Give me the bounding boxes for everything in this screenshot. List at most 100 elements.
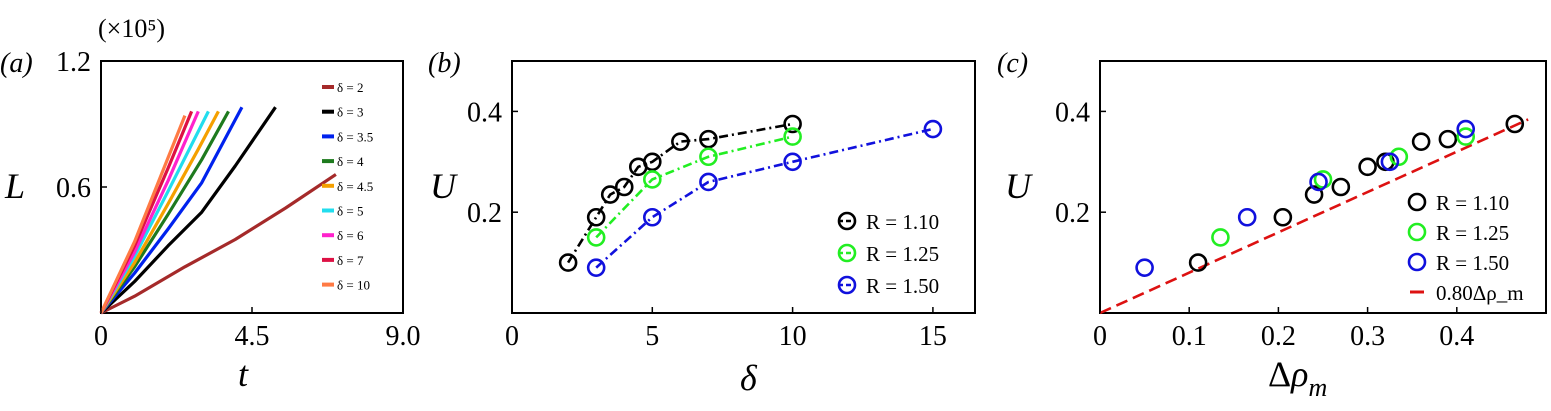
panel-c-point-0-3 — [1331, 177, 1351, 197]
panel-c-point-0-4 — [1358, 157, 1377, 177]
panel-b-series-line-1 — [595, 135, 793, 239]
panel-a-legend-label-8: δ = 10 — [337, 278, 370, 293]
panel-c-point-0-6 — [1411, 132, 1431, 151]
panel-a-label: (a) — [0, 48, 33, 79]
panel-b-legend-label-0: R = 1.10 — [866, 210, 939, 234]
panel-c-ylabel: U — [1005, 166, 1033, 206]
panel-b-point-0-8 — [783, 114, 802, 134]
panel-c-series-group — [1099, 114, 1529, 315]
panel-b-point-0-7 — [699, 129, 718, 149]
panel-c-point-0-8 — [1505, 114, 1525, 134]
panel-c-ytick-label: 0.2 — [1055, 198, 1090, 229]
panel-a-legend-label-1: δ = 3 — [337, 105, 363, 120]
panel-c-xtick-label: 0.2 — [1261, 321, 1296, 352]
panel-c-xtick-label: 0 — [1093, 321, 1107, 352]
panel-c-legend-marker-0 — [1407, 192, 1427, 212]
panel-c-point-0-0 — [1188, 253, 1208, 272]
panel-b-point-2-2 — [699, 172, 718, 192]
panel-c-point-2-1 — [1237, 207, 1257, 227]
panel-a-legend-label-4: δ = 4.5 — [337, 179, 373, 194]
panel-b-legend-label-2: R = 1.50 — [866, 274, 939, 298]
panel-c-xlabel-delta: Δ — [1268, 354, 1291, 394]
panel-b-point-0-5 — [643, 152, 662, 172]
panel-c: (c) 0 0.1 0.2 0.3 0.40.20.4 U Δρm R = 1.10R … — [997, 48, 1547, 402]
panel-a-legend-label-7: δ = 7 — [337, 253, 364, 268]
panel-b-point-1-3 — [783, 127, 802, 146]
panel-b-xtick-label: 15 — [919, 321, 947, 352]
panel-c-xlabel: Δρm — [1268, 354, 1327, 402]
panel-c-xlabel-sub: m — [1308, 373, 1327, 402]
panel-a-legend-label-3: δ = 4 — [337, 154, 364, 169]
panel-a: (a) (×10⁵) 0 4.5 9.00.61.2 L t δ = 2δ = 3δ… — [0, 14, 421, 394]
panel-c-legend: R = 1.10 R = 1.25 R = 1.50 0.80Δρ_m — [1407, 191, 1524, 305]
panel-a-ytick-label: 1.2 — [56, 47, 91, 78]
panel-a-legend-label-5: δ = 5 — [337, 204, 363, 219]
panel-c-ytick-label: 0.4 — [1055, 97, 1090, 128]
panel-a-xlabel: t — [238, 354, 249, 394]
panel-a-ticks: 0 4.5 9.0 0.6 1.2 — [56, 47, 421, 352]
panel-b-xtick-label: 5 — [645, 321, 659, 352]
panel-b-point-0-2 — [600, 185, 620, 204]
panel-a-series-line-4 — [99, 110, 220, 314]
panel-b-point-2-0 — [586, 258, 606, 277]
panel-c-legend-label-0: R = 1.10 — [1436, 191, 1509, 215]
panel-c-point-1-0 — [1211, 228, 1230, 247]
panel-c-ticks: 0 0.1 0.2 0.3 0.4 0.2 0.4 — [1055, 97, 1474, 352]
panel-c-point-2-0 — [1135, 258, 1154, 277]
panel-c-xtick-label: 0.3 — [1350, 321, 1385, 352]
panel-c-point-1-3 — [1456, 127, 1476, 146]
panel-c-frame — [1099, 60, 1547, 314]
panel-b-point-1-1 — [643, 170, 662, 189]
panel-b-point-2-1 — [643, 207, 662, 227]
panel-a-series-line-1 — [99, 106, 277, 315]
panel-c-label: (c) — [997, 48, 1028, 79]
panel-c-point-1-2 — [1389, 147, 1409, 167]
panel-c-legend-label-2: R = 1.50 — [1436, 251, 1509, 275]
panel-b-legend-marker-2 — [837, 275, 857, 295]
panel-c-legend-label-1: R = 1.25 — [1436, 221, 1509, 245]
panel-b-point-1-0 — [586, 228, 606, 247]
panel-b-point-1-2 — [699, 147, 718, 167]
panel-b-legend-marker-0 — [837, 211, 857, 231]
panel-b-ticks: 0 5 10 15 0.2 0.4 — [467, 97, 947, 352]
panel-b-ytick-label: 0.4 — [467, 97, 502, 128]
panel-b-point-0-0 — [558, 253, 578, 272]
panel-a-scale-note: (×10⁵) — [98, 14, 165, 43]
panel-a-xtick-label: 9.0 — [386, 321, 421, 352]
panel-b-legend: R = 1.10 R = 1.25 R = 1.50 — [837, 210, 939, 298]
panel-b-ytick-label: 0.2 — [467, 198, 502, 229]
panel-a-legend-label-2: δ = 3.5 — [337, 129, 373, 144]
panel-a-xtick-label: 4.5 — [235, 321, 270, 352]
panel-b-frame — [511, 60, 976, 314]
panel-a-series-line-2 — [99, 106, 244, 315]
panel-c-point-0-1 — [1273, 207, 1293, 227]
panel-a-ylabel: L — [4, 166, 25, 206]
panel-c-legend-label-3: 0.80Δρ_m — [1436, 281, 1524, 305]
panel-b-point-2-3 — [783, 152, 802, 172]
panel-c-point-2-3 — [1380, 152, 1400, 172]
panel-b-label: (b) — [428, 48, 461, 79]
panel-c-xlabel-rho: ρ — [1290, 354, 1308, 394]
panel-c-fit-line — [1099, 118, 1529, 315]
panel-b-ylabel: U — [430, 166, 458, 206]
panel-c-xtick-label: 0.1 — [1172, 321, 1207, 352]
panel-a-legend-label-6: δ = 6 — [337, 228, 364, 243]
panel-a-series-line-0 — [100, 173, 337, 315]
panel-c-point-0-7 — [1438, 129, 1458, 149]
panel-a-legend-label-0: δ = 2 — [337, 80, 363, 95]
panel-c-legend-marker-1 — [1407, 222, 1427, 242]
panel-c-legend-marker-2 — [1407, 252, 1427, 272]
panel-b-point-0-3 — [614, 177, 634, 197]
panel-a-ytick-label: 0.6 — [56, 173, 91, 204]
panel-b-series-line-2 — [595, 127, 934, 269]
panel-c-point-0-2 — [1304, 185, 1324, 204]
panel-a-legend: δ = 2 δ = 3 δ = 3.5 δ = 4 δ = 4.5 δ = 5 δ = 6 δ… — [322, 80, 373, 293]
panel-b-series-group — [558, 114, 943, 277]
panel-b-point-0-6 — [671, 132, 690, 151]
panel-b-xtick-label: 10 — [779, 321, 807, 352]
panel-b-xlabel: δ — [740, 358, 758, 398]
panel-b: (b) 0 5 10 150.20.4 U δ R = 1.10R = 1.25R =… — [428, 48, 976, 398]
panel-b-legend-label-1: R = 1.25 — [866, 242, 939, 266]
panel-c-xtick-label: 0.4 — [1439, 321, 1474, 352]
